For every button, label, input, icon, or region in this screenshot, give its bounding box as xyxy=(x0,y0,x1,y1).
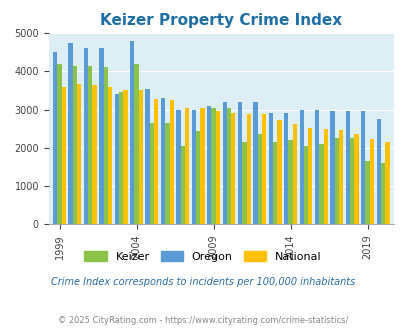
Bar xyxy=(211,108,215,224)
Legend: Keizer, Oregon, National: Keizer, Oregon, National xyxy=(80,247,325,267)
Bar xyxy=(246,114,250,224)
Bar xyxy=(284,114,288,224)
Bar xyxy=(154,99,158,224)
Bar xyxy=(169,100,173,224)
Bar xyxy=(257,134,261,224)
Bar xyxy=(114,94,119,224)
Bar xyxy=(222,102,226,224)
Bar xyxy=(200,108,204,224)
Bar xyxy=(288,140,292,224)
Text: © 2025 CityRating.com - https://www.cityrating.com/crime-statistics/: © 2025 CityRating.com - https://www.city… xyxy=(58,316,347,325)
Bar xyxy=(268,114,273,224)
Bar xyxy=(207,106,211,224)
Bar xyxy=(318,144,323,224)
Bar xyxy=(242,142,246,224)
Bar xyxy=(334,138,338,224)
Bar xyxy=(196,131,200,224)
Bar xyxy=(191,110,196,224)
Bar xyxy=(273,142,277,224)
Bar xyxy=(149,123,154,224)
Bar xyxy=(360,112,364,224)
Bar xyxy=(380,163,384,224)
Bar xyxy=(253,102,257,224)
Bar xyxy=(354,134,358,224)
Bar xyxy=(145,88,149,224)
Bar xyxy=(364,161,369,224)
Bar xyxy=(119,92,123,224)
Bar xyxy=(92,85,96,224)
Bar xyxy=(184,108,189,224)
Bar xyxy=(77,83,81,224)
Bar xyxy=(292,124,296,224)
Bar xyxy=(349,138,354,224)
Bar xyxy=(277,120,281,224)
Bar xyxy=(215,111,220,224)
Bar xyxy=(330,112,334,224)
Bar xyxy=(165,123,169,224)
Title: Keizer Property Crime Index: Keizer Property Crime Index xyxy=(100,13,341,28)
Bar xyxy=(103,67,108,224)
Bar xyxy=(314,110,318,224)
Bar xyxy=(338,130,343,224)
Bar xyxy=(53,52,57,224)
Bar xyxy=(72,66,77,224)
Bar xyxy=(68,43,72,224)
Bar xyxy=(384,142,388,224)
Bar xyxy=(376,119,380,224)
Bar xyxy=(307,128,312,224)
Bar xyxy=(299,110,303,224)
Bar xyxy=(134,64,139,224)
Bar xyxy=(226,108,230,224)
Bar xyxy=(237,102,242,224)
Bar xyxy=(130,41,134,224)
Bar xyxy=(139,90,143,224)
Bar xyxy=(62,86,66,224)
Bar xyxy=(180,146,184,224)
Bar xyxy=(345,112,349,224)
Bar xyxy=(303,146,307,224)
Bar xyxy=(84,48,88,224)
Bar xyxy=(261,114,266,224)
Bar xyxy=(176,110,180,224)
Bar xyxy=(99,48,103,224)
Bar xyxy=(123,90,127,224)
Bar xyxy=(88,66,92,224)
Bar xyxy=(323,129,327,224)
Bar xyxy=(160,98,165,224)
Bar xyxy=(230,113,235,224)
Bar xyxy=(57,64,62,224)
Text: Crime Index corresponds to incidents per 100,000 inhabitants: Crime Index corresponds to incidents per… xyxy=(51,278,354,287)
Bar xyxy=(108,86,112,224)
Bar xyxy=(369,139,373,224)
